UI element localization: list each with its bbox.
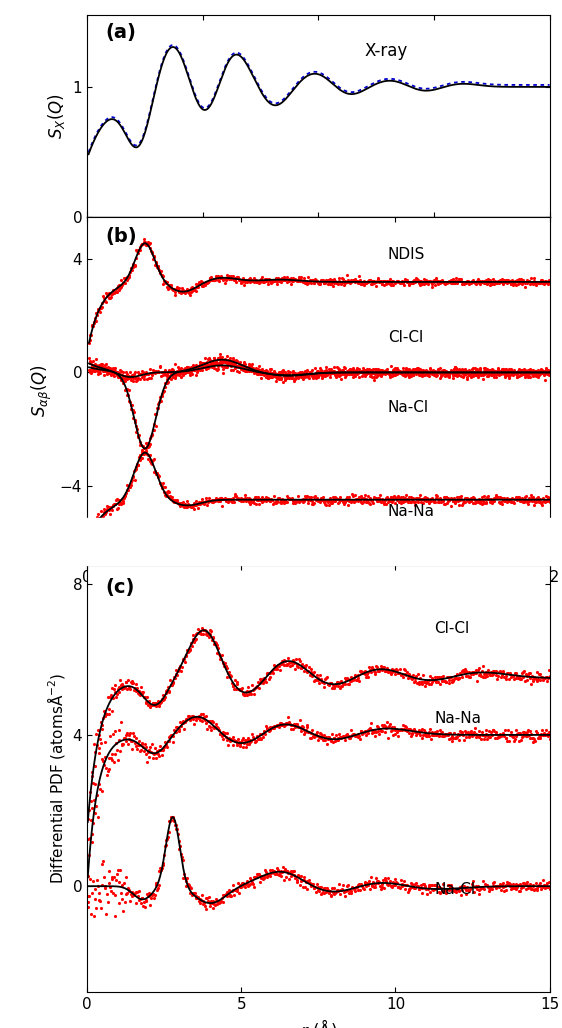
- Text: Cl-Cl: Cl-Cl: [434, 621, 469, 636]
- Text: (c): (c): [106, 578, 135, 596]
- Text: (a): (a): [106, 24, 137, 42]
- Text: Na-Cl: Na-Cl: [388, 400, 429, 414]
- X-axis label: $r\ (\mathrm{\AA})$: $r\ (\mathrm{\AA})$: [300, 1018, 337, 1028]
- Y-axis label: $S_{\alpha\beta}(Q)$: $S_{\alpha\beta}(Q)$: [30, 364, 55, 417]
- Text: (b): (b): [106, 227, 137, 247]
- Text: NDIS: NDIS: [388, 247, 425, 261]
- Text: Cl-Cl: Cl-Cl: [388, 330, 423, 345]
- Text: Na-Cl: Na-Cl: [434, 882, 475, 896]
- Text: Na-Na: Na-Na: [388, 504, 435, 519]
- X-axis label: $Q\ (\mathrm{\AA}^{-1})$: $Q\ (\mathrm{\AA}^{-1})$: [288, 590, 349, 614]
- Y-axis label: Differential PDF (atoms$\mathrm{\AA}^{-2}$): Differential PDF (atoms$\mathrm{\AA}^{-2…: [45, 672, 67, 884]
- Text: Na-Na: Na-Na: [434, 710, 481, 726]
- Text: X-ray: X-ray: [365, 42, 408, 60]
- Y-axis label: $S_X(Q)$: $S_X(Q)$: [46, 94, 67, 139]
